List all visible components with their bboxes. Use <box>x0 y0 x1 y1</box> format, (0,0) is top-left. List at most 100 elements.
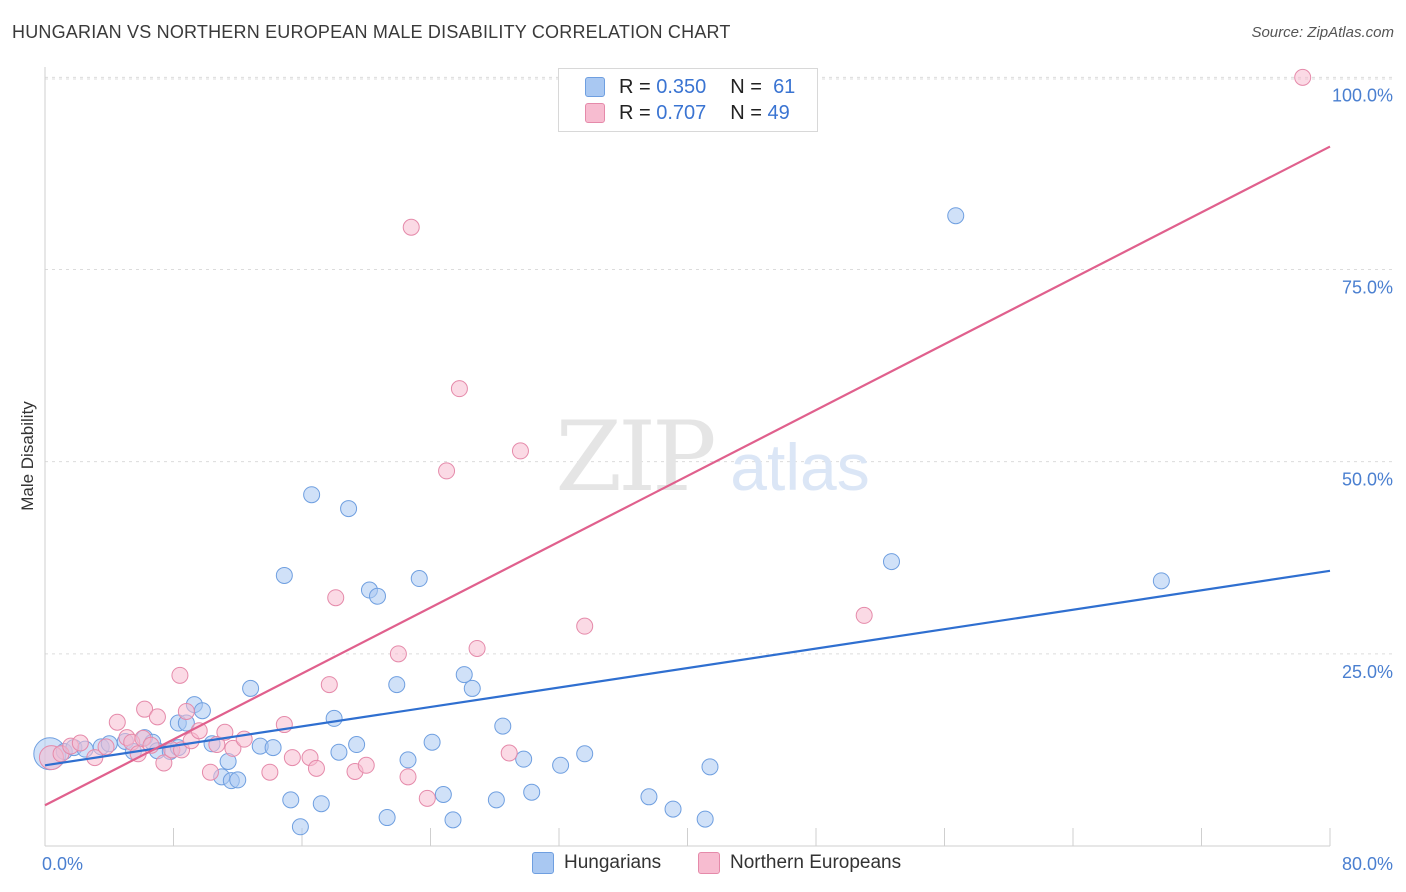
point-northern-europeans <box>511 442 529 460</box>
point-northern-europeans <box>71 734 89 752</box>
point-hungarians <box>330 743 348 761</box>
point-hungarians <box>242 679 260 697</box>
trend-line-hungarians <box>44 569 1331 767</box>
point-hungarians <box>388 676 406 694</box>
point-hungarians <box>1152 572 1170 590</box>
point-northern-europeans <box>320 676 338 694</box>
point-northern-europeans <box>97 738 115 756</box>
bottom-legend-swatch-northern-europeans <box>698 852 720 874</box>
bottom-legend-label: Hungarians <box>564 852 662 873</box>
point-hungarians <box>193 702 211 720</box>
legend-r-value: 0.350 <box>656 75 707 98</box>
point-hungarians <box>455 666 473 684</box>
point-northern-europeans <box>468 639 486 657</box>
point-hungarians <box>368 587 386 605</box>
legend-r-label: R = <box>619 101 651 124</box>
legend-n-label: N = <box>730 101 762 124</box>
point-hungarians <box>378 809 396 827</box>
legend-r-value: 0.707 <box>656 101 707 124</box>
legend-n-label: N = <box>730 75 762 98</box>
point-hungarians <box>696 810 714 828</box>
bottom-legend-swatch-hungarians <box>532 852 554 874</box>
point-hungarians <box>515 750 533 768</box>
tick-labels: 25.0% 50.0% 75.0% 100.0% 0.0% 80.0% <box>42 85 1393 874</box>
point-northern-europeans <box>576 617 594 635</box>
point-hungarians <box>423 733 441 751</box>
point-northern-europeans <box>399 768 417 786</box>
point-hungarians <box>229 771 247 789</box>
point-hungarians <box>303 486 321 504</box>
point-hungarians <box>664 800 682 818</box>
watermark-atlas: atlas <box>730 430 869 504</box>
legend-r-label: R = <box>619 75 651 98</box>
point-northern-europeans <box>402 218 420 236</box>
point-northern-europeans <box>327 589 345 607</box>
point-hungarians <box>463 679 481 697</box>
bottom-legend-hungarians: Hungarians <box>532 852 661 874</box>
y-tick-label: 25.0% <box>1342 662 1393 682</box>
point-hungarians <box>947 207 965 225</box>
axes <box>44 67 1331 847</box>
point-northern-europeans <box>357 756 375 774</box>
point-hungarians <box>275 566 293 584</box>
point-hungarians <box>410 570 428 588</box>
x-tick-label-end: 80.0% <box>1342 854 1393 874</box>
chart-title: HUNGARIAN VS NORTHERN EUROPEAN MALE DISA… <box>12 22 731 42</box>
point-hungarians <box>444 811 462 829</box>
point-northern-europeans <box>177 702 195 720</box>
legend-swatch-hungarians <box>585 77 605 97</box>
watermark-zip: ZIP <box>555 401 714 513</box>
point-hungarians <box>325 709 343 727</box>
point-hungarians <box>312 795 330 813</box>
point-hungarians <box>291 818 309 836</box>
watermark: ZIP atlas <box>555 401 869 513</box>
y-tick-label: 75.0% <box>1342 278 1393 298</box>
point-hungarians <box>282 791 300 809</box>
point-hungarians <box>399 751 417 769</box>
point-northern-europeans <box>389 645 407 663</box>
point-hungarians <box>487 791 505 809</box>
point-northern-europeans <box>261 763 279 781</box>
data-points <box>33 68 1312 836</box>
point-hungarians <box>340 500 358 518</box>
legend-row-northern-europeans: R = 0.707 N = 49 <box>585 101 790 125</box>
legend-swatch-northern-europeans <box>585 103 605 123</box>
legend-n-value: 61 <box>773 75 796 98</box>
point-northern-europeans <box>283 749 301 767</box>
point-northern-europeans <box>307 759 325 777</box>
point-northern-europeans <box>1294 68 1312 86</box>
point-hungarians <box>494 717 512 735</box>
trend-line-northern-europeans <box>44 145 1331 807</box>
point-northern-europeans <box>171 666 189 684</box>
point-hungarians <box>523 783 541 801</box>
point-northern-europeans <box>201 763 219 781</box>
point-northern-europeans <box>500 744 518 762</box>
point-northern-europeans <box>450 380 468 398</box>
grid-lines <box>45 76 1395 655</box>
point-northern-europeans <box>148 708 166 726</box>
legend-n-value: 49 <box>767 101 790 124</box>
point-northern-europeans <box>155 754 173 772</box>
point-hungarians <box>640 788 658 806</box>
bottom-legend-label: Northern Europeans <box>730 852 902 873</box>
point-hungarians <box>576 745 594 763</box>
x-tick-label-start: 0.0% <box>42 854 83 874</box>
legend-row-hungarians: R = 0.350 N = 61 <box>585 75 795 99</box>
y-tick-label: 100.0% <box>1332 85 1393 105</box>
point-hungarians <box>434 786 452 804</box>
y-tick-label: 50.0% <box>1342 470 1393 490</box>
trend-lines <box>44 145 1331 807</box>
stats-legend: R = 0.350 N = 61 R = 0.707 N = 49 <box>558 68 818 132</box>
point-hungarians <box>348 736 366 754</box>
point-hungarians <box>552 756 570 774</box>
point-northern-europeans <box>216 723 234 741</box>
point-northern-europeans <box>855 606 873 624</box>
point-hungarians <box>701 758 719 776</box>
source-label: Source: ZipAtlas.com <box>1251 24 1394 41</box>
point-northern-europeans <box>418 789 436 807</box>
point-hungarians <box>882 553 900 571</box>
bottom-legend-northern-europeans: Northern Europeans <box>698 852 901 874</box>
point-northern-europeans <box>438 462 456 480</box>
point-northern-europeans <box>136 700 154 718</box>
